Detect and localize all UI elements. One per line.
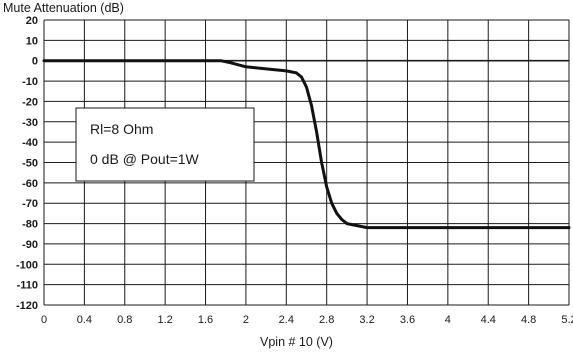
y-tick-label: 20 [26,15,38,27]
x-tick-label: 3.2 [359,314,374,326]
x-tick-label: 5.2 [561,314,573,326]
x-tick-label: 0.8 [117,314,132,326]
annotation-frame [75,107,255,182]
y-tick-label: -10 [22,76,38,88]
annotation-reference: 0 dB @ Pout=1W [90,151,200,167]
y-tick-label: -80 [22,219,38,231]
y-tick-label: -40 [22,137,38,149]
y-axis-ticks: 20 10 0 -10 -20 -30 -40 -50 -60 -70 -80 -90 -100 -110… [16,15,38,312]
y-tick-label: -30 [22,117,38,129]
x-tick-label: 2.8 [319,314,334,326]
annotation-load: Rl=8 Ohm [90,121,153,137]
series-line [42,59,571,230]
y-tick-label: -100 [16,259,38,271]
x-tick-label: 1.2 [158,314,173,326]
y-tick-label: -50 [22,158,38,170]
x-tick-label: 4.8 [521,314,536,326]
x-tick-label: 4 [445,314,451,326]
y-tick-label: 0 [32,56,38,68]
x-tick-label: 4.4 [481,314,496,326]
x-axis-label: Vpin # 10 (V) [260,335,333,349]
annotation-box: Rl=8 Ohm 0 dB @ Pout=1W [75,107,255,182]
y-tick-label: -120 [16,300,38,312]
y-tick-label: -60 [22,178,38,190]
y-tick-label: -90 [22,239,38,251]
x-tick-label: 0 [41,314,47,326]
x-tick-label: 0.4 [77,314,92,326]
plot-area [42,59,571,230]
x-axis-ticks: 0 0.4 0.8 1.2 1.6 2 2.4 2.8 3.2 3.6 4 4.4 4.8 5.2 [41,314,573,326]
chart-title: Mute Attenuation (dB) [3,1,124,15]
y-tick-label: -70 [22,198,38,210]
y-tick-label: 10 [26,35,38,47]
x-tick-label: 1.6 [198,314,213,326]
y-tick-label: -110 [17,280,38,292]
x-tick-label: 3.6 [400,314,415,326]
x-tick-label: 2.4 [279,314,294,326]
y-tick-label: -20 [22,96,38,108]
x-tick-label: 2 [243,314,249,326]
